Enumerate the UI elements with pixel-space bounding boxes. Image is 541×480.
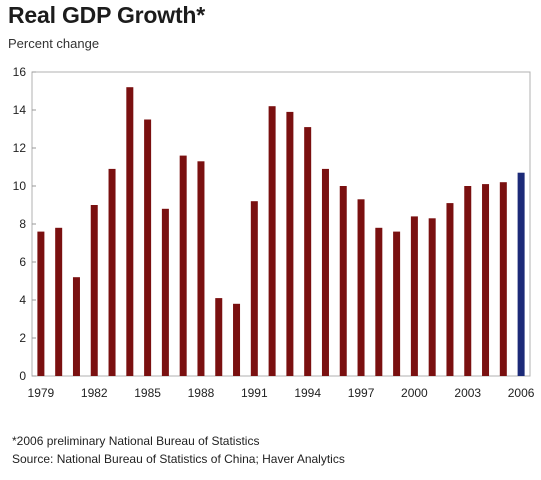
bar-2001: [428, 218, 436, 376]
y-tick-label: 14: [13, 103, 27, 117]
bar-1984: [126, 87, 134, 376]
bar-1988: [197, 161, 205, 376]
bar-2006: [517, 172, 525, 376]
bar-1982: [90, 205, 98, 376]
plot-frame: [31, 71, 531, 377]
x-tick-label-2003: 2003: [454, 386, 481, 400]
x-tick-label-1985: 1985: [134, 386, 161, 400]
bar-1995: [321, 168, 329, 376]
bar-chart: 0 2 4 6 8 10 12 14 16 1979 1982 1985 1988 1991 1994 19…: [13, 65, 535, 400]
bar-1979: [37, 231, 45, 376]
bar-1987: [179, 155, 187, 376]
y-tick-label: 2: [19, 331, 26, 345]
bar-1990: [233, 303, 241, 376]
y-tick-label: 8: [19, 217, 26, 231]
y-tick-label: 10: [13, 179, 27, 193]
y-tick-label: 16: [13, 65, 27, 79]
bar-2003: [464, 186, 472, 376]
bar-1994: [304, 127, 312, 376]
bar-2000: [410, 216, 418, 376]
bar-1993: [286, 111, 294, 377]
x-tick-label-1994: 1994: [294, 386, 321, 400]
bar-1996: [339, 186, 347, 376]
bar-2005: [499, 182, 507, 376]
x-tick-label-1997: 1997: [348, 386, 375, 400]
bar-1983: [108, 168, 116, 376]
source-note: Source: National Bureau of Statistics of…: [12, 452, 345, 466]
bar-2004: [482, 184, 490, 376]
footnote: *2006 preliminary National Bureau of Sta…: [12, 434, 260, 448]
bar-1997: [357, 199, 365, 376]
bar-2002: [446, 203, 454, 376]
x-tick-label-1991: 1991: [241, 386, 268, 400]
y-tick-label: 0: [19, 369, 26, 383]
y-tick-label: 12: [13, 141, 27, 155]
x-tick-label-1988: 1988: [188, 386, 215, 400]
bar-1985: [144, 119, 152, 376]
bar-1980: [55, 227, 63, 376]
y-tick-label: 4: [19, 293, 26, 307]
x-tick-label-1982: 1982: [81, 386, 108, 400]
bar-1998: [375, 227, 383, 376]
chart-title: Real GDP Growth*: [8, 2, 206, 28]
bar-1991: [250, 201, 258, 376]
bar-1992: [268, 106, 276, 376]
bar-1999: [393, 231, 401, 376]
bar-1981: [72, 277, 80, 376]
y-tick-label: 6: [19, 255, 26, 269]
bar-1989: [215, 298, 223, 376]
x-tick-label-2000: 2000: [401, 386, 428, 400]
x-tick-label-1979: 1979: [28, 386, 55, 400]
y-axis-unit-label: Percent change: [8, 36, 100, 51]
x-tick-label-2006: 2006: [508, 386, 535, 400]
bar-1986: [161, 208, 169, 376]
